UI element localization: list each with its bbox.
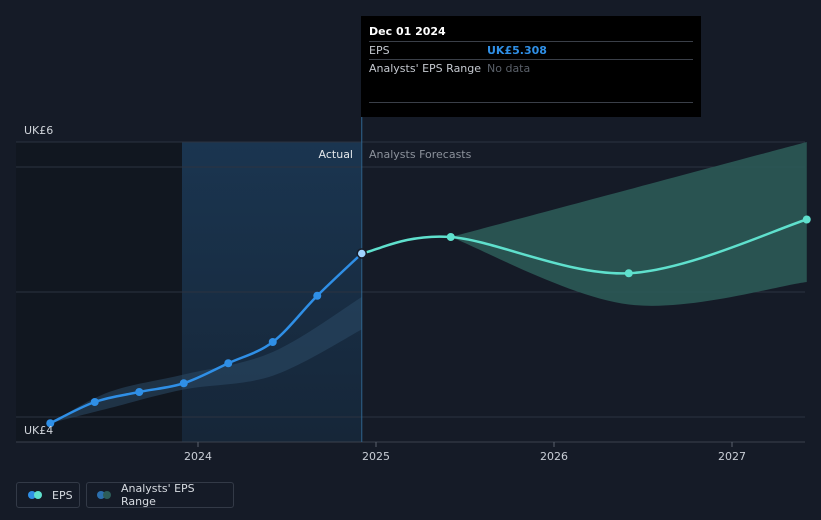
eps-actual-point (135, 388, 144, 396)
x-tick-label: 2025 (362, 450, 390, 463)
tooltip-eps-value: UK£5.308 (487, 44, 547, 57)
tooltip-range-label: Analysts' EPS Range (369, 62, 482, 75)
x-tick-label: 2026 (540, 450, 568, 463)
eps-highlight-point[interactable] (356, 248, 368, 259)
past-eps-range-area (50, 297, 362, 424)
tooltip-date: Dec 01 2024 (369, 25, 446, 38)
y-label-bottom: UK£4 (24, 424, 53, 437)
forecast-eps-range-area (450, 142, 807, 306)
legend-eps-range[interactable]: Analysts' EPS Range (86, 482, 234, 508)
tooltip-eps-label: EPS (369, 44, 390, 57)
eps-forecast-point (446, 233, 455, 241)
eps-actual-point (46, 419, 55, 428)
eps-forecast-points (446, 215, 811, 278)
y-label-top: UK£6 (24, 124, 53, 137)
eps-actual-point (313, 291, 322, 300)
eps-actual-points (46, 248, 368, 428)
eps-actual-point (90, 398, 99, 406)
x-tick-label: 2027 (718, 450, 746, 463)
tooltip-bottom-divider (369, 102, 693, 103)
eps-forecast-point (624, 269, 633, 278)
actual-region-label: Actual (319, 148, 353, 161)
x-axis-ticks: 2024 2025 2026 2027 (184, 442, 746, 463)
eps-actual-point (268, 338, 277, 346)
eps-forecast-line (361, 218, 808, 275)
legend-range-label: Analysts' EPS Range (121, 482, 195, 508)
legend-eps-label: EPS (52, 488, 73, 502)
tooltip-range-value: No data (487, 62, 531, 75)
legend-eps-swatch (28, 491, 44, 499)
eps-forecast-point (802, 215, 811, 224)
eps-actual-line (49, 252, 363, 425)
eps-actual-point (179, 379, 188, 388)
legend-range-swatch (97, 491, 113, 499)
eps-actual-point (224, 359, 233, 368)
forecast-region-label: Analysts Forecasts (369, 148, 472, 161)
tooltip-eps-row: EPS UK£5.308 (369, 41, 693, 59)
x-tick-label: 2024 (184, 450, 212, 463)
legend-eps[interactable]: EPS (16, 482, 80, 508)
tooltip-range-row: Analysts' EPS Range No data (369, 59, 693, 77)
data-tooltip: Dec 01 2024 EPS UK£5.308 Analysts' EPS R… (361, 16, 701, 117)
